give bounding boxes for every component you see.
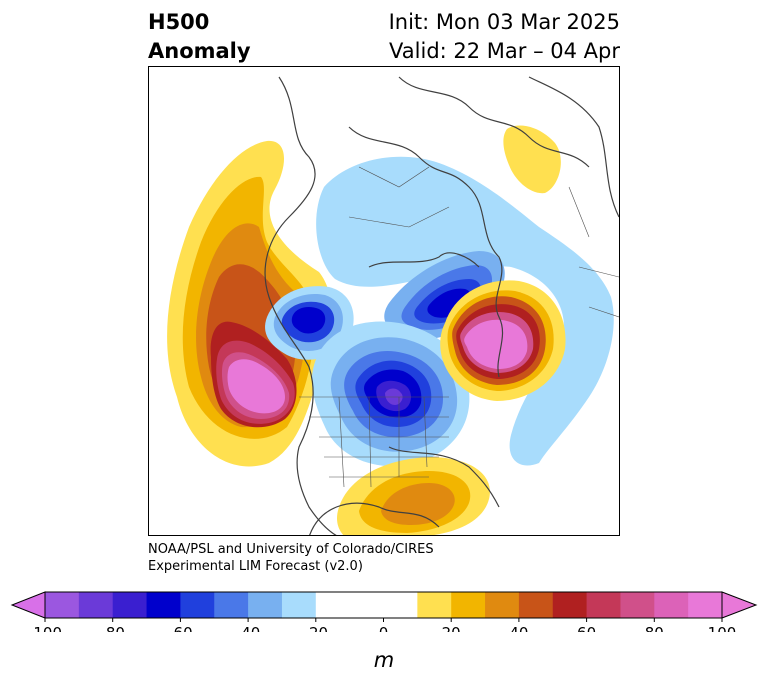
colorbar-ticks: -100 -80 -60 -40 -20 0 20 40 60 80 100 <box>28 618 736 632</box>
colorbar-cell <box>45 592 80 618</box>
colorbar-cell <box>248 592 283 618</box>
colorbar-cell <box>112 592 148 618</box>
anomaly-gulf-ridge <box>337 457 490 535</box>
anomaly-eastern-pacific-ridge <box>167 140 332 467</box>
colorbar-cell <box>180 592 215 618</box>
colorbar: -100 -80 -60 -40 -20 0 20 40 60 80 100 <box>10 591 758 632</box>
colorbar-cell <box>552 592 588 618</box>
colorbar-unit-label: m <box>373 648 395 672</box>
map-title-right: Init: Mon 03 Mar 2025 Valid: 22 Mar – 04… <box>389 8 620 66</box>
credit-line-1: NOAA/PSL and University of Colorado/CIRE… <box>148 542 434 557</box>
anomaly-map <box>167 76 619 535</box>
colorbar-cell <box>451 592 486 618</box>
colorbar-tick-label: 80 <box>645 624 664 632</box>
colorbar-tick-label: 60 <box>577 624 596 632</box>
colorbar-tick-label: -40 <box>236 624 261 632</box>
colorbar-tick-label: 0 <box>379 624 389 632</box>
colorbar-tick-label: -60 <box>168 624 193 632</box>
map-panel <box>148 66 620 536</box>
credit-line-2: Experimental LIM Forecast (v2.0) <box>148 559 363 574</box>
colorbar-over-arrow <box>721 591 758 619</box>
anomaly-atlantic-trough <box>316 156 614 466</box>
colorbar-cell <box>417 592 452 618</box>
anomaly-north-atlantic-ridge <box>440 280 566 401</box>
colorbar-cell <box>214 592 249 618</box>
title-field: H500 <box>148 10 210 34</box>
anomaly-arctic-ridge <box>503 125 561 194</box>
colorbar-under-arrow <box>10 591 46 619</box>
colorbar-tick-label: 100 <box>708 624 737 632</box>
colorbar-tick-label: 20 <box>442 624 461 632</box>
colorbar-tick-label: -100 <box>28 624 62 632</box>
colorbar-cell <box>620 592 655 618</box>
anomaly-eastern-na-trough <box>311 321 470 467</box>
colorbar-tick-label: -20 <box>304 624 329 632</box>
colorbar-cell <box>78 592 114 618</box>
credit-text: NOAA/PSL and University of Colorado/CIRE… <box>148 541 434 575</box>
colorbar-cell <box>146 592 181 618</box>
colorbar-tick-label: -80 <box>100 624 125 632</box>
colorbar-cell <box>586 592 621 618</box>
colorbar-cell <box>349 592 418 618</box>
colorbar-cell <box>688 592 723 618</box>
colorbar-cell <box>315 592 351 618</box>
title-type: Anomaly <box>148 39 251 63</box>
colorbar-cells <box>10 591 758 619</box>
coastlines <box>264 76 619 535</box>
colorbar-cell <box>485 592 520 618</box>
colorbar-cell <box>518 592 554 618</box>
colorbar-cell <box>281 592 317 618</box>
colorbar-cell <box>654 592 689 618</box>
init-date: Init: Mon 03 Mar 2025 <box>388 10 620 34</box>
map-title-left: H500 Anomaly <box>148 8 251 66</box>
colorbar-tick-label: 40 <box>509 624 528 632</box>
state-borders <box>299 166 619 488</box>
valid-range: Valid: 22 Mar – 04 Apr <box>389 39 620 63</box>
